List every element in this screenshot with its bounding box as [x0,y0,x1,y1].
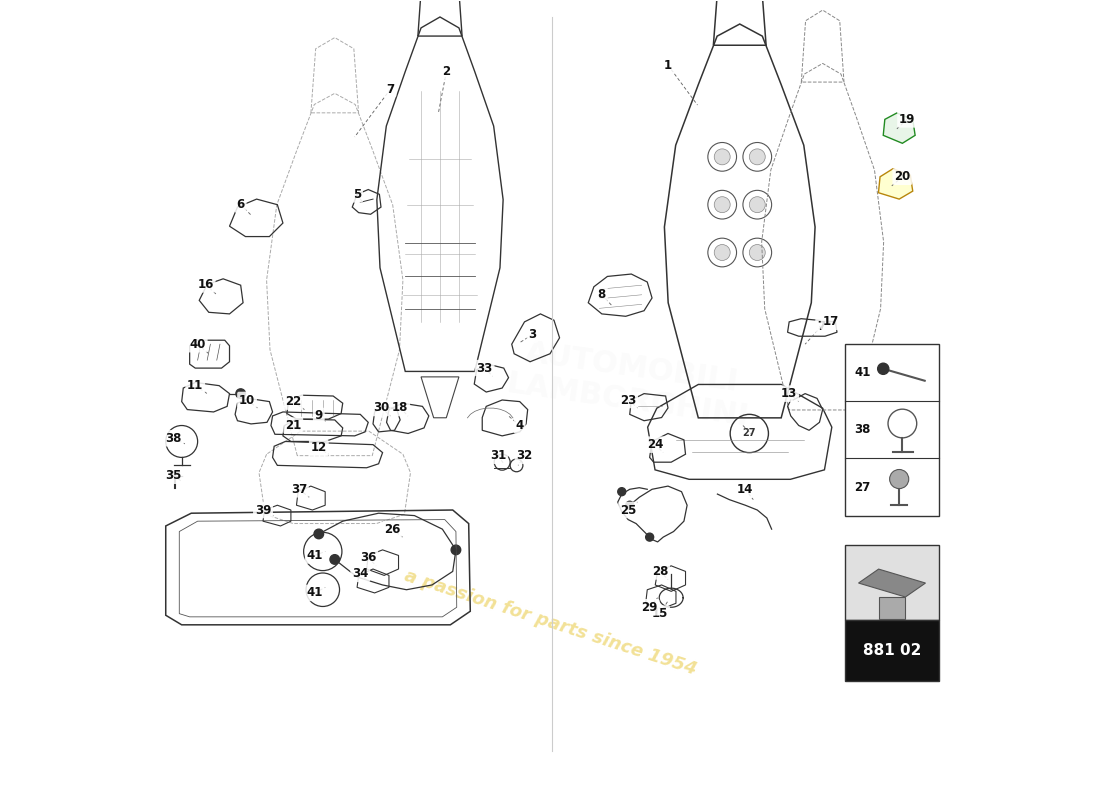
Text: 16: 16 [197,278,213,291]
Text: 24: 24 [647,438,663,451]
Text: 31: 31 [491,450,506,462]
Circle shape [890,470,909,489]
Text: a passion for parts since 1954: a passion for parts since 1954 [402,567,698,679]
Text: 27: 27 [742,429,756,438]
Text: 38: 38 [165,432,182,445]
Text: 41: 41 [307,549,323,562]
Circle shape [314,529,323,538]
Circle shape [330,554,340,564]
Circle shape [749,149,766,165]
Text: 1: 1 [664,58,672,72]
Text: 28: 28 [652,565,668,578]
Text: 39: 39 [255,503,272,517]
Text: 15: 15 [652,607,668,620]
Text: 25: 25 [620,503,636,517]
Circle shape [714,149,730,165]
Text: 36: 36 [360,551,376,564]
Text: 10: 10 [239,394,255,406]
Text: 27: 27 [855,481,871,494]
Polygon shape [858,569,925,597]
Circle shape [714,245,730,261]
Text: 7: 7 [817,320,825,333]
Text: 11: 11 [187,379,204,392]
Text: 35: 35 [165,470,182,482]
Text: 12: 12 [310,442,327,454]
Text: 8: 8 [597,288,606,302]
Polygon shape [883,113,915,143]
Text: 33: 33 [476,362,493,374]
Text: 3: 3 [528,328,537,341]
Bar [845,344,939,515]
Polygon shape [879,597,905,619]
Text: 30: 30 [373,402,389,414]
Circle shape [235,389,245,398]
Text: 37: 37 [290,482,307,496]
Text: 26: 26 [384,522,400,536]
Text: 14: 14 [737,482,754,496]
Text: 4: 4 [516,419,524,432]
Circle shape [878,363,889,374]
Text: 5: 5 [353,188,361,201]
Text: 41: 41 [307,586,323,599]
Text: AUTOMOBILI
LAMBORGHINI: AUTOMOBILI LAMBORGHINI [505,336,755,432]
Text: 41: 41 [855,366,871,379]
Text: 7: 7 [386,82,395,95]
Circle shape [626,502,634,510]
Circle shape [618,488,626,496]
Text: 17: 17 [823,315,838,328]
Circle shape [749,197,766,213]
Bar [845,620,939,681]
Polygon shape [879,169,913,199]
Bar [845,545,939,620]
Circle shape [646,533,653,541]
Text: 9: 9 [315,410,323,422]
Circle shape [451,545,461,554]
Text: 19: 19 [899,113,915,126]
Circle shape [714,197,730,213]
Text: 881 02: 881 02 [862,643,921,658]
Text: 20: 20 [894,170,911,183]
Text: 21: 21 [285,419,301,432]
Text: 22: 22 [285,395,301,408]
Text: 29: 29 [641,601,658,614]
Circle shape [749,245,766,261]
Text: 40: 40 [189,338,206,350]
Text: 23: 23 [620,394,636,406]
Text: 18: 18 [392,402,408,414]
Text: 38: 38 [855,423,871,436]
Text: 6: 6 [236,198,245,211]
Text: 32: 32 [516,450,532,462]
Text: 34: 34 [352,567,368,580]
Text: 13: 13 [781,387,798,400]
Text: 2: 2 [442,65,450,78]
